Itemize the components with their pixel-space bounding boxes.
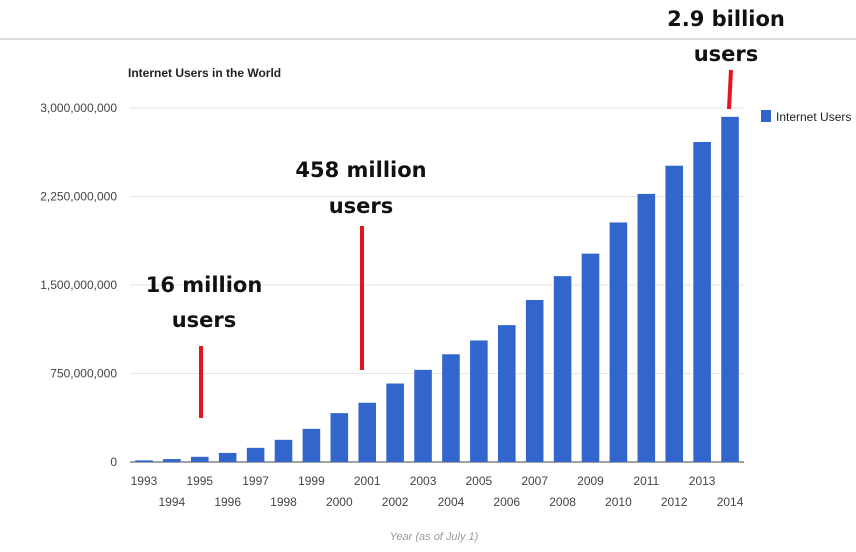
bar-1997 xyxy=(246,447,265,462)
y-axis-ticks: 0 750,000,000 1,500,000,000 2,250,000,000 3,… xyxy=(40,101,117,469)
annotation-text: users xyxy=(329,194,394,218)
y-tick-label: 3,000,000,000 xyxy=(40,101,117,115)
x-tick-label: 2012 xyxy=(661,495,688,509)
x-tick-label: 1999 xyxy=(298,474,325,488)
x-tick-label: 1998 xyxy=(270,495,297,509)
annotation-text: users xyxy=(694,42,759,66)
x-tick-label: 1994 xyxy=(159,495,186,509)
legend-swatch xyxy=(761,110,771,122)
bar-2007 xyxy=(525,299,544,462)
bar-1996 xyxy=(218,452,237,462)
x-tick-label: 1993 xyxy=(131,474,158,488)
x-tick-label: 2003 xyxy=(410,474,437,488)
x-tick-label: 2007 xyxy=(521,474,548,488)
bar-2008 xyxy=(553,276,572,462)
bar-series xyxy=(135,116,739,463)
x-tick-label: 2005 xyxy=(466,474,493,488)
bar-1999 xyxy=(302,428,321,462)
y-tick-label: 1,500,000,000 xyxy=(40,278,117,292)
x-axis-ticks: 1993199419951996199719981999200020012002… xyxy=(131,474,744,509)
bar-1995 xyxy=(190,456,209,462)
annotation-text: 16 million xyxy=(146,273,263,297)
bar-2003 xyxy=(414,369,432,462)
bar-2014 xyxy=(721,116,739,462)
annotation-1995: 16 million users xyxy=(146,273,263,418)
annotation-text: 2.9 billion xyxy=(667,7,785,31)
annotation-pointer xyxy=(727,69,733,110)
bar-2006 xyxy=(497,325,516,462)
x-tick-label: 2001 xyxy=(354,474,381,488)
bar-2000 xyxy=(330,413,349,462)
x-tick-label: 2004 xyxy=(438,495,465,509)
annotation-text: 458 million xyxy=(295,158,426,182)
x-tick-label: 2002 xyxy=(382,495,409,509)
x-tick-label: 1997 xyxy=(242,474,269,488)
bar-2004 xyxy=(442,354,460,462)
x-tick-label: 2000 xyxy=(326,495,353,509)
x-tick-label: 2013 xyxy=(689,474,716,488)
bar-2009 xyxy=(581,253,600,462)
bar-2005 xyxy=(470,340,488,462)
annotation-text: users xyxy=(172,308,237,332)
bar-2011 xyxy=(637,193,656,463)
y-tick-label: 0 xyxy=(110,455,117,469)
annotation-2001: 458 million users xyxy=(295,158,427,370)
x-tick-label: 2014 xyxy=(717,495,744,509)
bar-2012 xyxy=(665,165,684,462)
y-tick-label: 750,000,000 xyxy=(50,367,117,381)
chart-title: Internet Users in the World xyxy=(128,66,281,80)
legend: Internet Users xyxy=(761,110,851,124)
annotation-2014: 2.9 billion users xyxy=(667,7,785,110)
bar-1993 xyxy=(135,460,153,462)
x-tick-label: 2006 xyxy=(493,495,520,509)
x-tick-label: 2009 xyxy=(577,474,604,488)
bar-2010 xyxy=(609,222,628,462)
bar-1998 xyxy=(274,439,293,462)
x-tick-label: 2011 xyxy=(633,474,659,488)
bar-2001 xyxy=(358,402,377,462)
bar-2013 xyxy=(693,141,711,462)
x-tick-label: 1996 xyxy=(214,495,241,509)
x-tick-label: 2008 xyxy=(549,495,576,509)
x-tick-label: 2010 xyxy=(605,495,632,509)
bar-2002 xyxy=(386,383,404,462)
y-tick-label: 2,250,000,000 xyxy=(40,190,117,204)
bar-1994 xyxy=(163,459,181,462)
x-tick-label: 1995 xyxy=(186,474,213,488)
legend-label: Internet Users xyxy=(776,110,851,124)
x-axis-label: Year (as of July 1) xyxy=(390,531,479,543)
